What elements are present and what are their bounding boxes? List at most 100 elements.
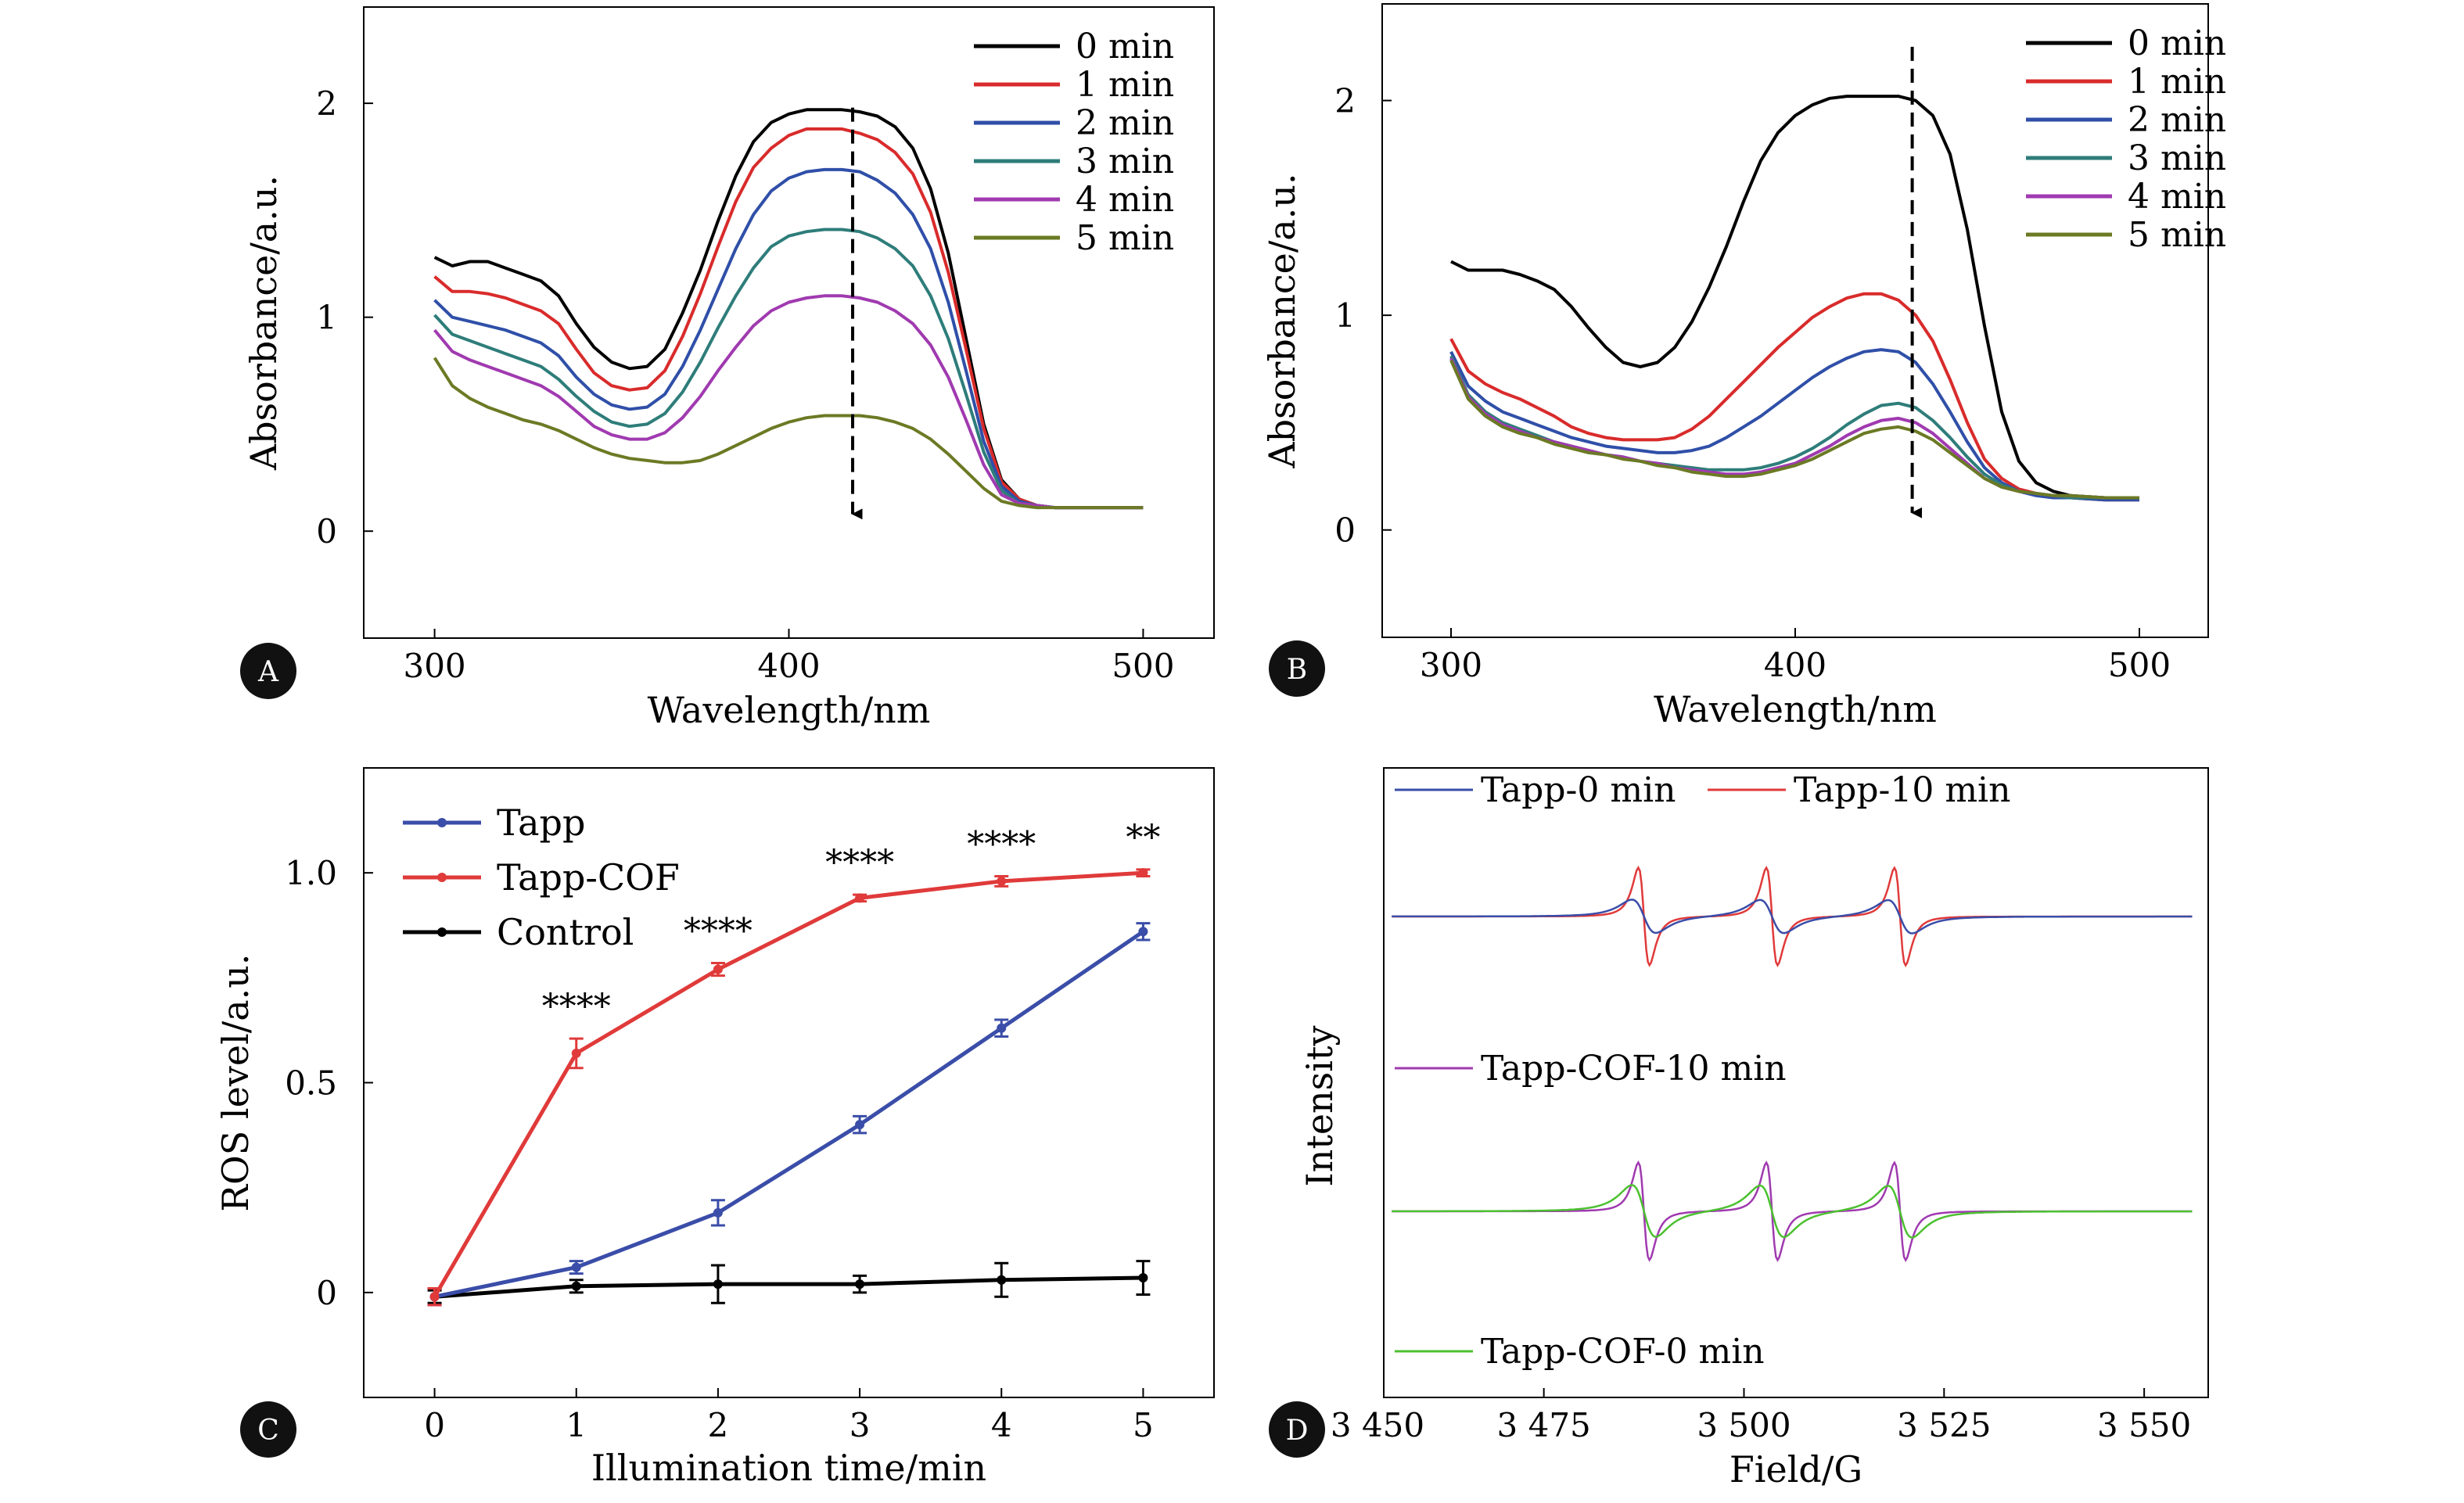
panel-b-absorbance-chart: 300 400 500 0 1 2 Wavelength/nm Absorbance/a.u.…: [1261, 3, 2226, 730]
panel-d-label-badge: [1269, 1401, 1325, 1458]
panel-a-y-axis-label: Absorbance/a.u.: [242, 175, 285, 471]
panel-c-data-point: [1138, 1273, 1148, 1283]
panel-c-data-point: [713, 1207, 723, 1218]
panel-b-y-tick-label: 2: [1334, 82, 1356, 120]
panel-c-legend-marker: [437, 927, 447, 937]
panel-d-x-tick-label: 3 475: [1497, 1406, 1591, 1444]
panel-c-label-badge: [240, 1401, 296, 1458]
panel-c-legend-marker: [437, 873, 447, 882]
panel-a-label-letter: A: [257, 656, 279, 688]
panel-b-series-line-2-min: [1449, 348, 2139, 502]
panel-b-series-line-0-min: [1450, 95, 2139, 500]
panel-c-y-tick-label: 1.0: [285, 854, 337, 892]
panel-c-data-point: [713, 1279, 723, 1290]
panel-d-y-axis-label: Intensity: [1298, 1026, 1341, 1187]
panel-c-ros-chart: 0 1 2 3 4 5 0 0.5 1.0 Illumination time/min ROS le…: [214, 767, 1215, 1489]
panel-c-data-point: [571, 1262, 581, 1272]
panel-d-x-axis-label: Field/G: [1729, 1448, 1862, 1490]
panel-a-legend-label: 0 min: [1076, 27, 1174, 66]
panel-c-legend-label: Tapp-COF: [497, 856, 680, 899]
panel-b-legend-label: 0 min: [2128, 23, 2226, 63]
panel-b-legend-label: 3 min: [2128, 138, 2226, 178]
panel-a-absorbance-chart: 300 400 500 0 1 2 Wavelength/nm Absorbance/a.u.…: [240, 6, 1215, 731]
panel-d-x-tick-label: 3 450: [1331, 1406, 1424, 1444]
panel-b-y-tick-label: 0: [1334, 511, 1356, 550]
panel-a-x-axis-label: Wavelength/nm: [648, 689, 931, 731]
panel-a-legend-label: 4 min: [1076, 180, 1174, 220]
panel-c-x-axis-label: Illumination time/min: [591, 1447, 986, 1489]
panel-c-y-axis-label: ROS level/a.u.: [214, 953, 257, 1211]
panel-b-label-badge: [1269, 640, 1325, 697]
panel-c-series-line-Tapp: [434, 930, 1144, 1299]
panel-b-label-letter: B: [1287, 654, 1307, 686]
panel-c-label-letter: C: [257, 1415, 279, 1447]
panel-d-plot-frame: [1383, 767, 2209, 1398]
panel-c-data-point: [855, 1279, 865, 1290]
panel-b-series-line-1-min: [1449, 292, 2139, 502]
panel-d-legend-label: Tapp-0 min: [1481, 770, 1676, 810]
panel-b-x-tick-label: 500: [2108, 646, 2171, 684]
panel-a-x-tick-label: 300: [403, 647, 465, 685]
panel-d-legend-label: Tapp-10 min: [1794, 770, 2010, 810]
panel-b-x-axis-label: Wavelength/nm: [1654, 688, 1937, 730]
panel-b-y-axis-label: Absorbance/a.u.: [1261, 173, 1303, 468]
panel-d-legend-label: Tapp-COF-0 min: [1481, 1332, 1765, 1372]
panel-c-x-tick-label: 3: [849, 1406, 871, 1444]
panel-b-plot-frame: [1381, 3, 2209, 638]
panel-a-legend-label: 5 min: [1076, 218, 1174, 258]
panel-a-series-line-5-min: [433, 357, 1144, 510]
panel-c-x-tick-label: 4: [991, 1406, 1012, 1444]
panel-a-legend-label: 3 min: [1076, 142, 1174, 181]
panel-c-legend-label: Control: [497, 911, 634, 953]
panel-a-label-badge: [240, 643, 296, 699]
panel-c-x-tick-label: 0: [424, 1406, 445, 1444]
panel-b-legend-label: 4 min: [2128, 177, 2226, 217]
panel-c-data-point: [997, 1023, 1007, 1033]
panel-c-significance-mark: ****: [684, 912, 752, 952]
panel-b-legend-label: 2 min: [2128, 100, 2226, 140]
panel-d-legend-label: Tapp-COF-10 min: [1481, 1049, 1787, 1089]
panel-a-legend-label: 2 min: [1076, 103, 1174, 143]
panel-d-spectrum-Tapp-COF-0-min: [1392, 1184, 2193, 1239]
panel-d-x-tick-label: 3 550: [2097, 1406, 2191, 1444]
panel-c-significance-mark: ****: [825, 843, 894, 883]
panel-b-legend-label: 5 min: [2128, 215, 2226, 255]
panel-a-series-line-4-min: [433, 294, 1144, 510]
panel-c-plot-frame: [363, 767, 1215, 1398]
panel-d-x-tick-label: 3 525: [1897, 1406, 1991, 1444]
panel-a-x-tick-label: 500: [1112, 647, 1174, 685]
panel-c-significance-mark: ****: [967, 824, 1036, 864]
panel-c-data-point: [1138, 868, 1148, 878]
panel-c-data-point: [429, 1292, 440, 1302]
panel-c-x-tick-label: 5: [1133, 1406, 1154, 1444]
panel-d-x-tick-label: 3 500: [1697, 1406, 1791, 1444]
panel-a-y-tick-label: 0: [316, 512, 337, 551]
panel-a-y-tick-label: 2: [316, 84, 337, 123]
panel-c-significance-mark: **: [1126, 818, 1160, 858]
panel-c-series-line-Control: [434, 1275, 1144, 1299]
panel-a-legend-label: 1 min: [1076, 65, 1174, 105]
panel-a-y-tick-label: 1: [316, 299, 337, 337]
panel-a-series-line-0-min: [433, 108, 1144, 510]
panel-c-data-point: [571, 1281, 581, 1291]
panel-d-epr-chart: 3 450 3 475 3 500 3 525 3 550 Field/G Intensit…: [1269, 767, 2209, 1490]
panel-c-data-point: [997, 1275, 1007, 1285]
panel-b-series-line-4-min: [1449, 357, 2139, 500]
panel-c-series-line-Tapp-COF: [433, 870, 1144, 1298]
panel-a-series-line-2-min: [433, 167, 1144, 510]
panel-b-series-line-5-min: [1449, 359, 2139, 500]
panel-c-legend-marker: [437, 818, 447, 827]
panel-b-y-tick-label: 1: [1334, 296, 1356, 335]
panel-c-data-point: [855, 893, 865, 903]
panel-a-x-tick-label: 400: [757, 647, 820, 685]
panel-c-x-tick-label: 1: [566, 1406, 587, 1444]
panel-b-x-tick-label: 400: [1764, 646, 1826, 684]
panel-c-data-point: [997, 876, 1007, 886]
panel-d-spectrum-Tapp-0-min: [1392, 899, 2193, 934]
panel-c-y-tick-label: 0.5: [285, 1064, 337, 1103]
panel-c-data-point: [1138, 927, 1148, 937]
panel-b-series-line-3-min: [1449, 355, 2139, 500]
panel-c-y-tick-label: 0: [316, 1274, 337, 1312]
panel-c-data-point: [855, 1120, 865, 1130]
